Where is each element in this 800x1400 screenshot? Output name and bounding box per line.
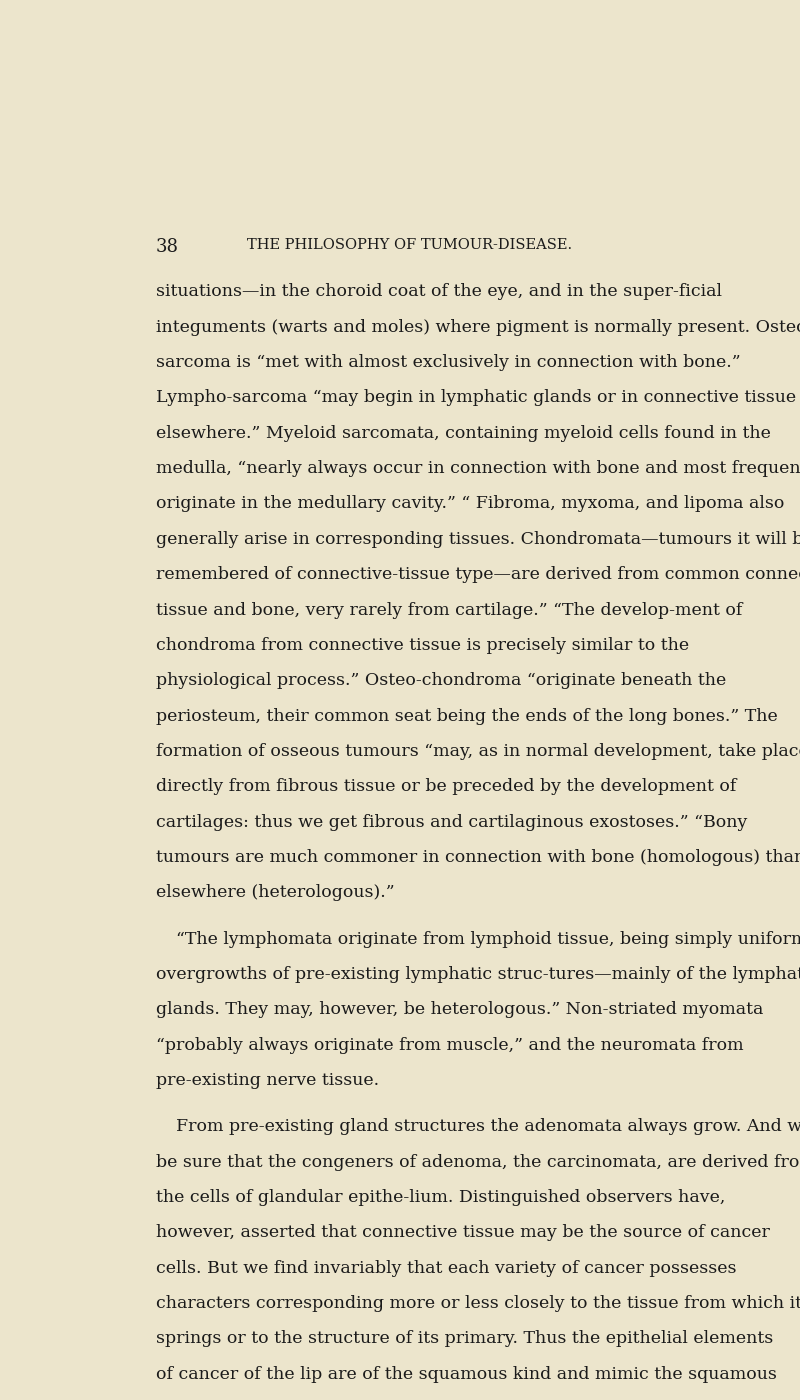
- Text: chondroma from connective tissue is precisely similar to the: chondroma from connective tissue is prec…: [156, 637, 689, 654]
- Text: the cells of glandular epithe-lium. Distinguished observers have,: the cells of glandular epithe-lium. Dist…: [156, 1189, 725, 1205]
- Text: “The lymphomata originate from lymphoid tissue, being simply uniform: “The lymphomata originate from lymphoid …: [176, 931, 800, 948]
- Text: originate in the medullary cavity.” “ Fibroma, myxoma, and lipoma also: originate in the medullary cavity.” “ Fi…: [156, 496, 784, 512]
- Text: glands. They may, however, be heterologous.” Non-striated myomata: glands. They may, however, be heterologo…: [156, 1001, 763, 1018]
- Text: Lympho-sarcoma “may begin in lymphatic glands or in connective tissue: Lympho-sarcoma “may begin in lymphatic g…: [156, 389, 796, 406]
- Text: elsewhere (heterologous).”: elsewhere (heterologous).”: [156, 885, 394, 902]
- Text: directly from fibrous tissue or be preceded by the development of: directly from fibrous tissue or be prece…: [156, 778, 736, 795]
- Text: situations—in the choroid coat of the eye, and in the super-ficial: situations—in the choroid coat of the ey…: [156, 283, 722, 301]
- Text: overgrowths of pre-existing lymphatic struc-tures—mainly of the lymphatic: overgrowths of pre-existing lymphatic st…: [156, 966, 800, 983]
- Text: cells. But we find invariably that each variety of cancer possesses: cells. But we find invariably that each …: [156, 1260, 736, 1277]
- Text: 38: 38: [156, 238, 179, 256]
- Text: periosteum, their common seat being the ends of the long bones.” The: periosteum, their common seat being the …: [156, 707, 778, 725]
- Text: physiological process.” Osteo-chondroma “originate beneath the: physiological process.” Osteo-chondroma …: [156, 672, 726, 689]
- Text: sarcoma is “met with almost exclusively in connection with bone.”: sarcoma is “met with almost exclusively …: [156, 354, 741, 371]
- Text: pre-existing nerve tissue.: pre-existing nerve tissue.: [156, 1072, 379, 1089]
- Text: elsewhere.” Myeloid sarcomata, containing myeloid cells found in the: elsewhere.” Myeloid sarcomata, containin…: [156, 424, 770, 442]
- Text: THE PHILOSOPHY OF TUMOUR-DISEASE.: THE PHILOSOPHY OF TUMOUR-DISEASE.: [247, 238, 573, 252]
- Text: From pre-existing gland structures the adenomata always grow. And we may: From pre-existing gland structures the a…: [176, 1119, 800, 1135]
- Text: be sure that the congeners of adenoma, the carcinomata, are derived from: be sure that the congeners of adenoma, t…: [156, 1154, 800, 1170]
- Text: of cancer of the lip are of the squamous kind and mimic the squamous: of cancer of the lip are of the squamous…: [156, 1365, 777, 1383]
- Text: medulla, “nearly always occur in connection with bone and most frequently: medulla, “nearly always occur in connect…: [156, 461, 800, 477]
- Text: tumours are much commoner in connection with bone (homologous) than: tumours are much commoner in connection …: [156, 848, 800, 867]
- Text: “probably always originate from muscle,” and the neuromata from: “probably always originate from muscle,”…: [156, 1036, 743, 1054]
- Text: tissue and bone, very rarely from cartilage.” “The develop-ment of: tissue and bone, very rarely from cartil…: [156, 602, 742, 619]
- Text: remembered of connective-tissue type—are derived from common connective: remembered of connective-tissue type—are…: [156, 566, 800, 584]
- Text: however, asserted that connective tissue may be the source of cancer: however, asserted that connective tissue…: [156, 1224, 770, 1242]
- Text: springs or to the structure of its primary. Thus the epithelial elements: springs or to the structure of its prima…: [156, 1330, 773, 1347]
- Text: cartilages: thus we get fibrous and cartilaginous exostoses.” “Bony: cartilages: thus we get fibrous and cart…: [156, 813, 747, 830]
- Text: integuments (warts and moles) where pigment is normally present. Osteoid: integuments (warts and moles) where pigm…: [156, 319, 800, 336]
- Text: formation of osseous tumours “may, as in normal development, take place: formation of osseous tumours “may, as in…: [156, 743, 800, 760]
- Text: generally arise in corresponding tissues. Chondromata—tumours it will be: generally arise in corresponding tissues…: [156, 531, 800, 547]
- Text: characters corresponding more or less closely to the tissue from which it: characters corresponding more or less cl…: [156, 1295, 800, 1312]
